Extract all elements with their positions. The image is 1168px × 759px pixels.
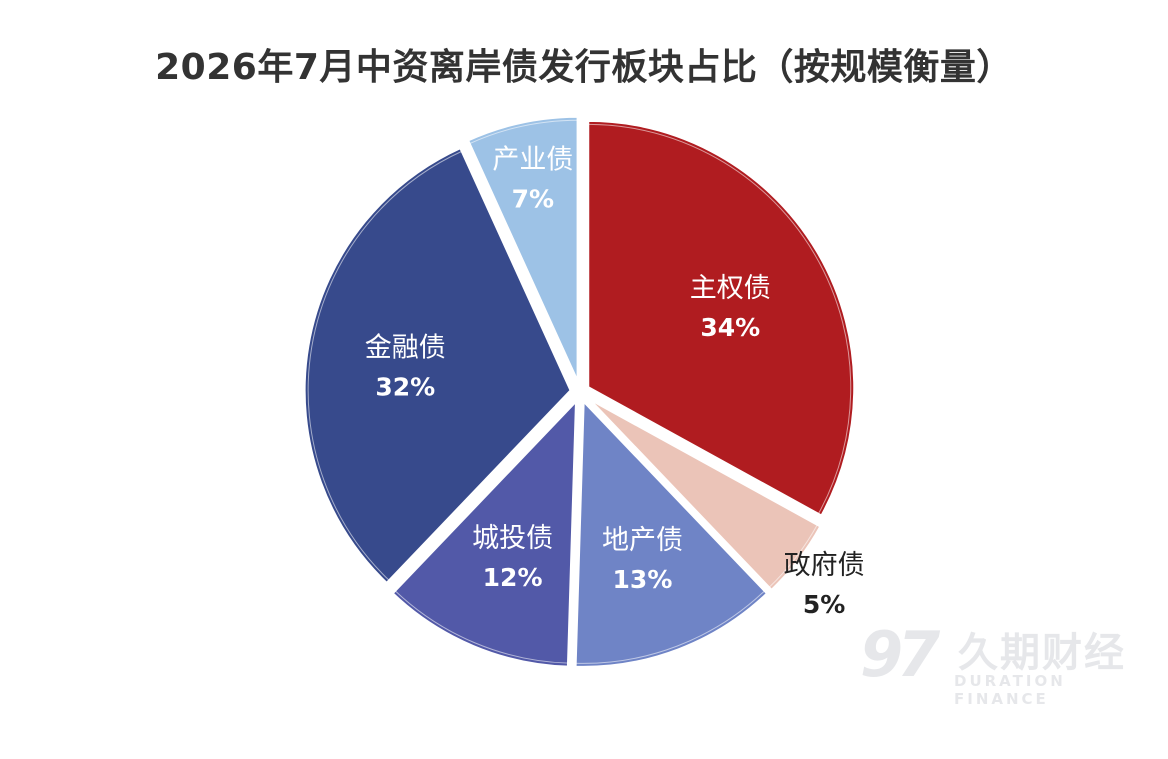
slice-value-label: 12%	[483, 563, 543, 592]
pie-slice	[302, 145, 573, 586]
watermark-logo: 97	[860, 618, 940, 691]
pie-slice-edge	[394, 590, 569, 664]
pie-slice	[389, 396, 579, 669]
slice-label: 政府债	[784, 550, 865, 581]
slice-label: 地产债	[602, 525, 683, 556]
pie-slice-edge	[307, 150, 463, 582]
watermark: 97 久期财经 DURATION FINANCE	[858, 616, 1158, 708]
watermark-name-cn: 久期财经	[958, 630, 1126, 676]
pie-slice-edge	[587, 123, 852, 515]
watermark-name-en: DURATION FINANCE	[954, 672, 1066, 708]
slice-value-label: 13%	[613, 565, 673, 594]
slice-label: 产业债	[492, 144, 573, 175]
slice-label: 城投债	[472, 523, 553, 554]
slice-label: 金融债	[365, 332, 446, 363]
slice-value-label: 7%	[512, 184, 554, 213]
slice-label: 主权债	[690, 273, 771, 304]
slice-value-label: 34%	[700, 313, 760, 342]
pie-slice	[573, 396, 770, 669]
pie-slice	[465, 114, 580, 384]
pie-slice	[586, 118, 857, 519]
chart-title: 2026年7月中资离岸债发行板块占比（按规模衡量）	[155, 47, 1013, 88]
pie-slice-edge	[768, 524, 818, 589]
pie-slice-edge	[468, 119, 579, 145]
pie-slice	[586, 396, 824, 593]
slice-value-label: 5%	[803, 590, 845, 619]
pie-slice-edge	[575, 590, 766, 664]
slice-value-label: 32%	[375, 372, 435, 401]
